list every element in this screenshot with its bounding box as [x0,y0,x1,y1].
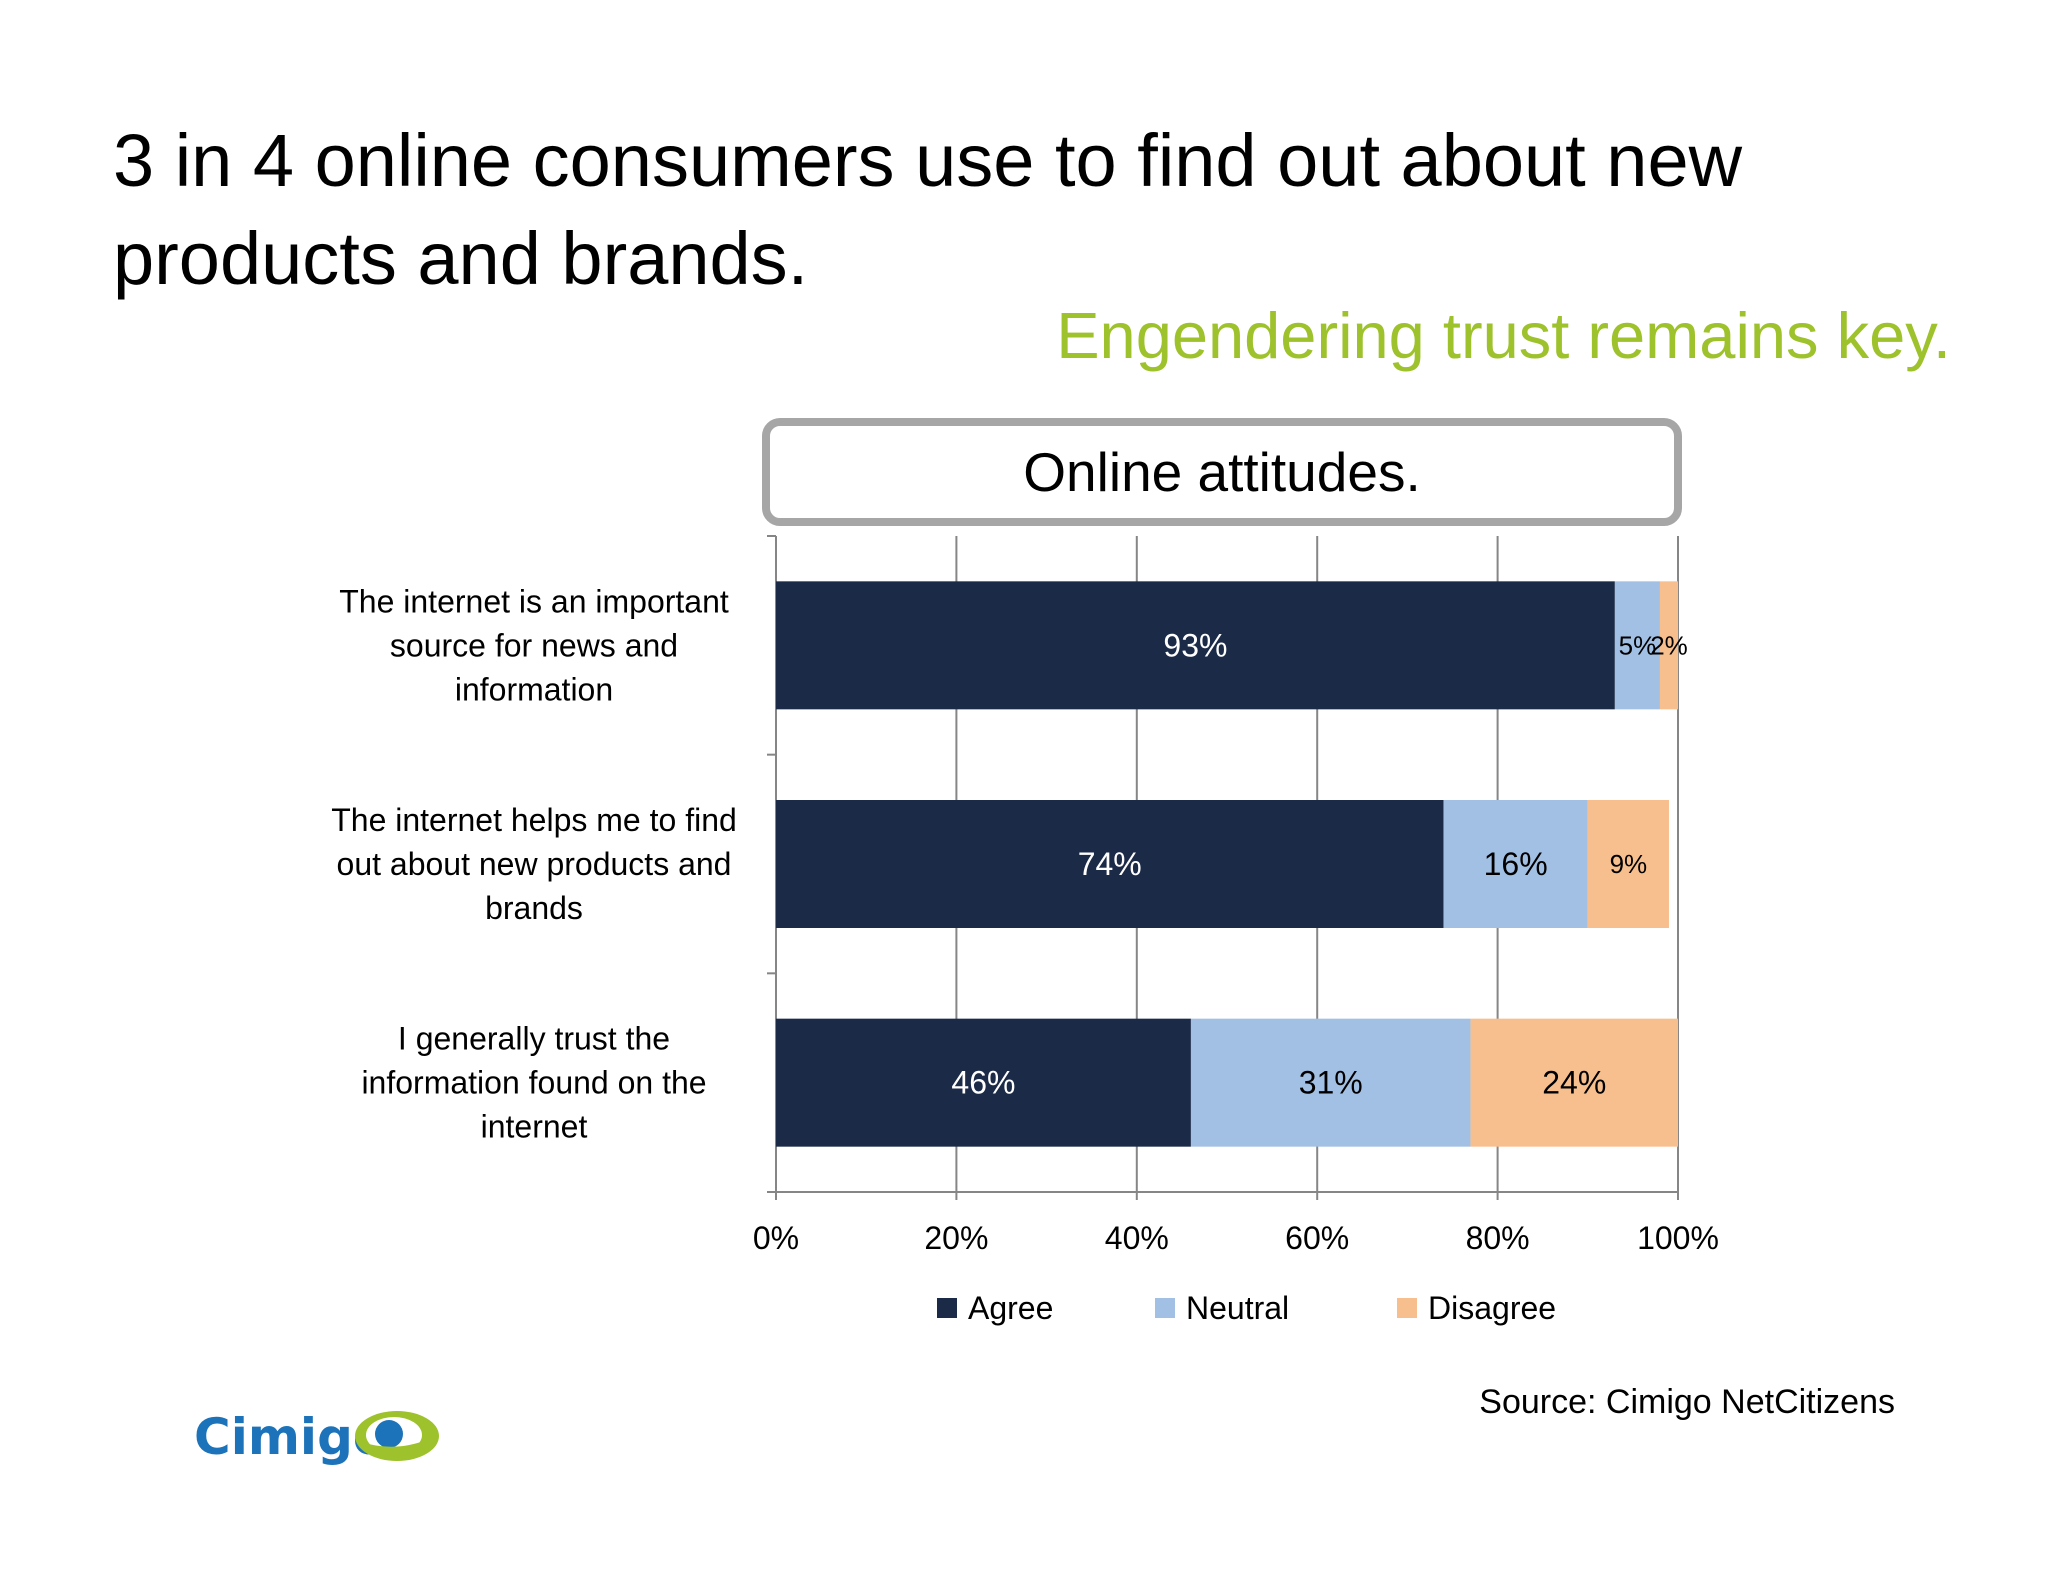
category-label: internet [481,1109,588,1145]
bar-disagree [1470,1018,1678,1147]
category-label: information [455,671,613,707]
data-label: 74% [1078,846,1142,882]
x-tick-label: 20% [924,1220,988,1256]
category-label: information found on the [361,1065,706,1101]
category-label: brands [485,890,583,926]
legend-swatch-agree [937,1298,957,1318]
chart-title: Online attitudes. [1023,441,1421,503]
chart-title-box: Online attitudes. [762,418,1682,526]
eye-icon [355,1411,439,1461]
bar-disagree [1587,800,1669,928]
x-tick-label: 0% [753,1220,799,1256]
bar-neutral [1190,1018,1471,1147]
data-label: 16% [1484,846,1548,882]
legend-swatch-disagree [1397,1298,1417,1318]
x-tick-label: 40% [1105,1220,1169,1256]
x-tick-label: 100% [1637,1220,1719,1256]
data-label: 24% [1542,1065,1606,1101]
bar-agree [776,581,1615,710]
x-tick-label: 60% [1285,1220,1349,1256]
category-label: I generally trust the [398,1021,670,1057]
legend-swatch-neutral [1155,1298,1175,1318]
category-label: The internet helps me to find [331,802,737,838]
bar-neutral [1443,800,1588,928]
category-label: The internet is an important [339,583,729,619]
bar-agree [776,800,1444,928]
legend-label-agree: Agree [968,1290,1053,1326]
data-label: 46% [951,1065,1015,1101]
headline-line-1: 3 in 4 online consumers use to find out … [113,119,1743,202]
legend-label-neutral: Neutral [1186,1290,1289,1326]
data-label: 31% [1299,1065,1363,1101]
slide-subheadline: Engendering trust remains key. [1056,299,1951,372]
data-label: 9% [1610,849,1648,879]
data-label: 5% [1619,630,1657,660]
bar-neutral [1614,581,1660,710]
headline-line-2: products and brands. [113,217,809,300]
slide-headline: 3 in 4 online consumers use to find out … [113,112,1913,308]
data-label: 93% [1163,627,1227,663]
bar-agree [776,1018,1191,1147]
x-tick-label: 80% [1466,1220,1530,1256]
category-label: source for news and [390,627,678,663]
logo-wordmark: Cimigo [194,1408,387,1466]
bar-disagree [1659,581,1678,710]
category-label: out about new products and [337,846,732,882]
source-note: Source: Cimigo NetCitizens [1479,1383,1895,1421]
legend-label-disagree: Disagree [1428,1290,1556,1326]
cimigo-logo: Cimigo [194,1408,439,1466]
data-label: 2% [1650,630,1688,660]
